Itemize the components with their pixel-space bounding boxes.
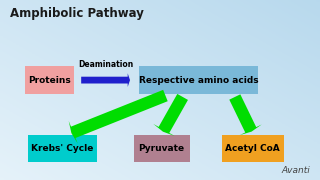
Text: Avanti: Avanti: [282, 166, 310, 175]
Text: Krebs' Cycle: Krebs' Cycle: [31, 144, 93, 153]
FancyBboxPatch shape: [25, 66, 74, 94]
FancyBboxPatch shape: [221, 135, 284, 162]
Text: Amphibolic Pathway: Amphibolic Pathway: [10, 7, 143, 20]
Text: Respective amino acids: Respective amino acids: [139, 76, 258, 85]
FancyBboxPatch shape: [134, 135, 190, 162]
Text: Deamination: Deamination: [78, 60, 133, 69]
Text: Acetyl CoA: Acetyl CoA: [225, 144, 280, 153]
Text: Pyruvate: Pyruvate: [139, 144, 185, 153]
FancyBboxPatch shape: [139, 66, 258, 94]
Text: Proteins: Proteins: [28, 76, 71, 85]
FancyBboxPatch shape: [28, 135, 97, 162]
